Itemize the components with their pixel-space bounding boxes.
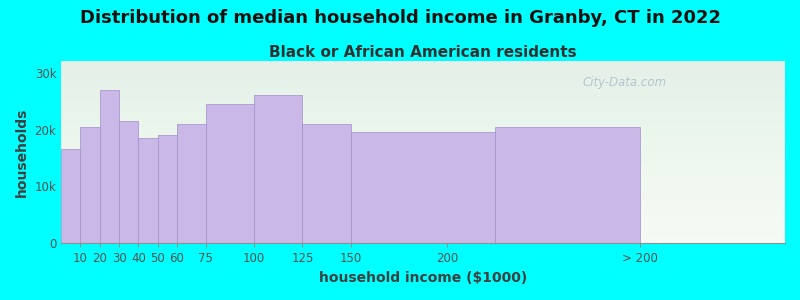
Bar <box>81 127 100 243</box>
Bar <box>158 135 177 243</box>
Bar <box>254 95 302 243</box>
Bar <box>495 127 640 243</box>
Bar <box>350 132 495 243</box>
Text: City-Data.com: City-Data.com <box>582 76 666 89</box>
Bar <box>119 121 138 243</box>
Bar <box>100 90 119 243</box>
Bar <box>206 104 254 243</box>
Bar <box>138 138 158 243</box>
X-axis label: household income ($1000): household income ($1000) <box>319 271 527 285</box>
Title: Black or African American residents: Black or African American residents <box>270 45 577 60</box>
Bar <box>302 124 350 243</box>
Bar <box>61 149 81 243</box>
Text: Distribution of median household income in Granby, CT in 2022: Distribution of median household income … <box>79 9 721 27</box>
Y-axis label: households: households <box>15 108 29 197</box>
Bar <box>177 124 206 243</box>
